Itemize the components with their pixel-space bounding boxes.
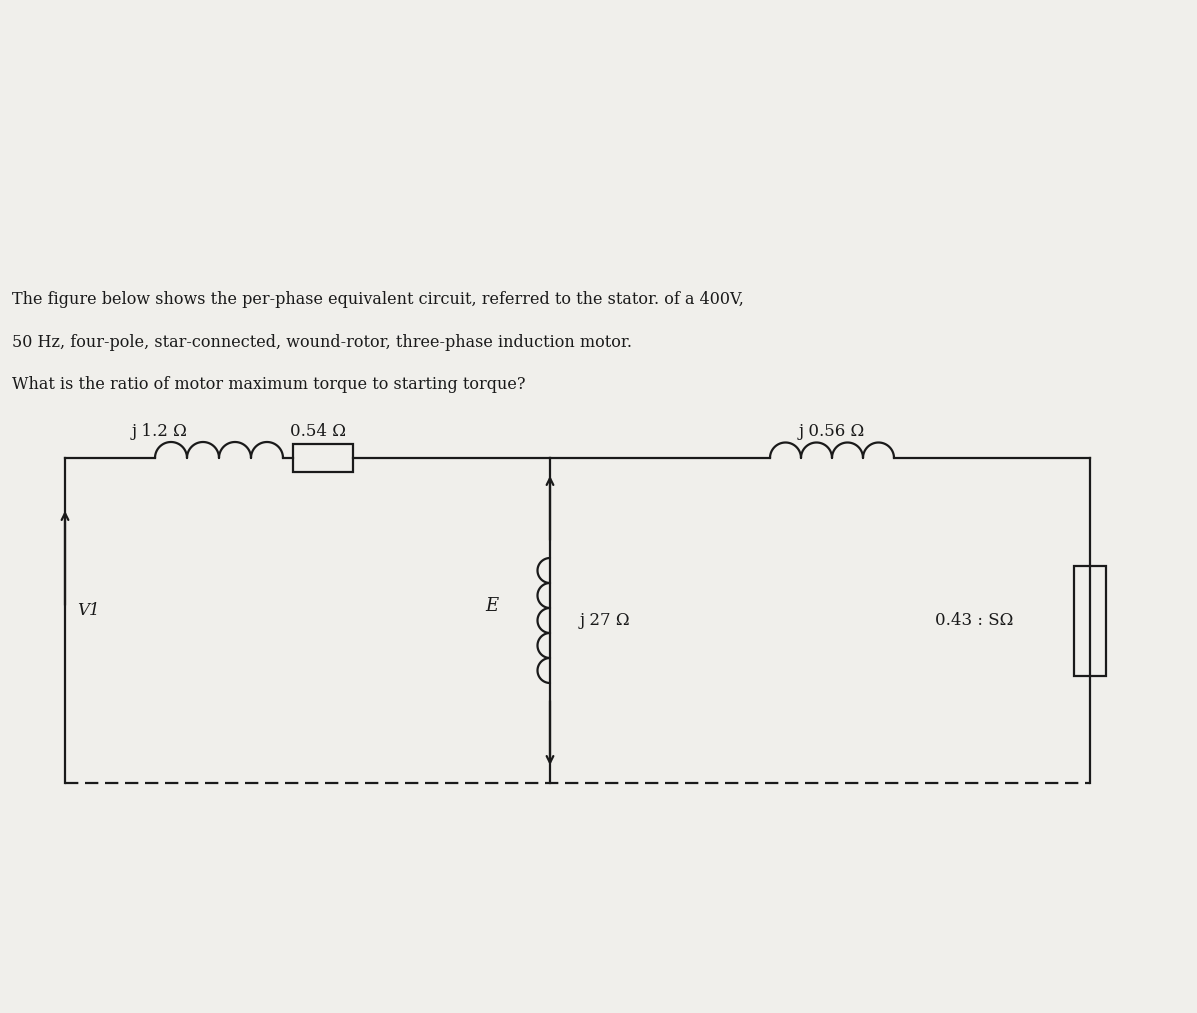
Bar xyxy=(293,444,353,472)
Text: V1: V1 xyxy=(77,602,99,619)
Text: 0.43 : SΩ: 0.43 : SΩ xyxy=(935,612,1014,629)
Text: 0.54 Ω: 0.54 Ω xyxy=(290,423,346,440)
Text: j 0.56 Ω: j 0.56 Ω xyxy=(798,423,865,440)
Text: What is the ratio of motor maximum torque to starting torque?: What is the ratio of motor maximum torqu… xyxy=(12,376,525,393)
Text: The figure below shows the per-phase equivalent circuit, referred to the stator.: The figure below shows the per-phase equ… xyxy=(12,291,743,308)
Text: E: E xyxy=(485,597,498,615)
Text: j 27 Ω: j 27 Ω xyxy=(581,612,631,629)
Bar xyxy=(1074,565,1106,676)
Text: 50 Hz, four-pole, star-connected, wound-rotor, three-phase induction motor.: 50 Hz, four-pole, star-connected, wound-… xyxy=(12,334,632,350)
Text: j 1.2 Ω: j 1.2 Ω xyxy=(132,423,188,440)
